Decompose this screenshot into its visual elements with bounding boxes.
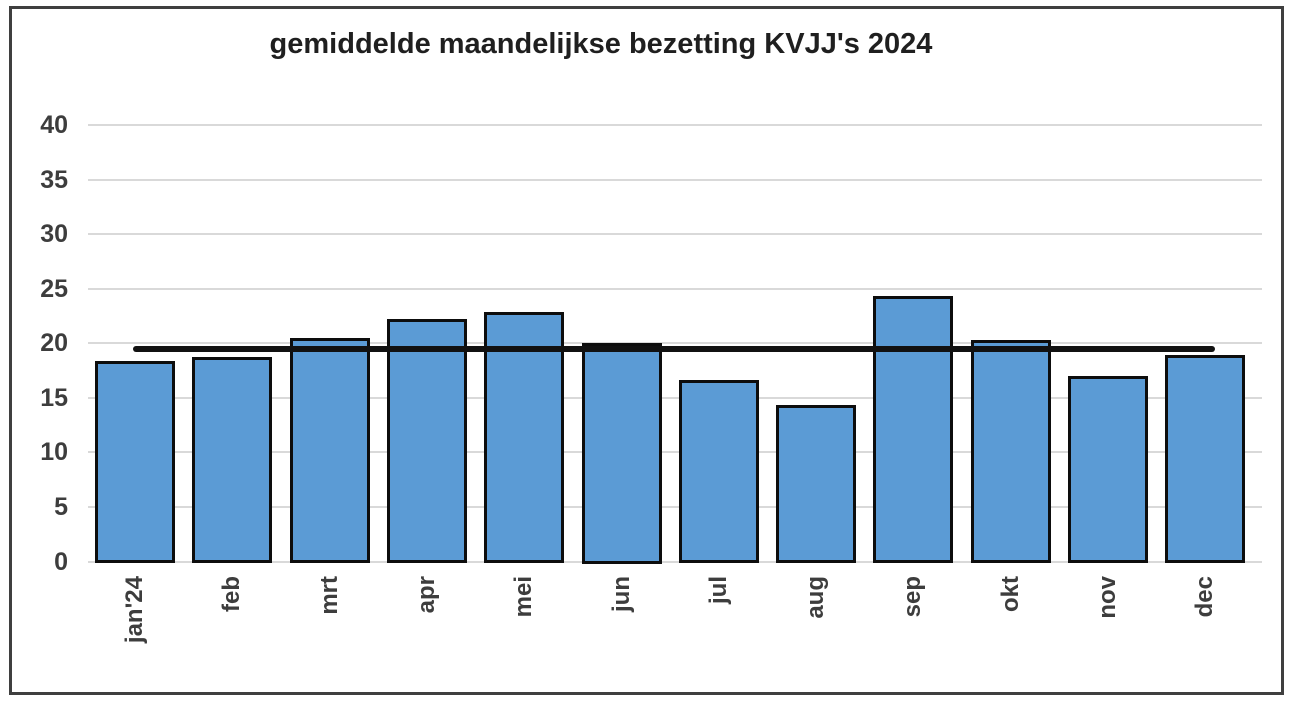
bar-jun: [581, 343, 662, 564]
x-axis-tick-label: jan'24: [121, 576, 148, 644]
y-axis-tick-label: 15: [40, 383, 68, 412]
bar-mrt: [289, 337, 370, 564]
y-axis-tick-label: 40: [40, 111, 68, 139]
y-axis-tick-label: 0: [54, 547, 68, 576]
x-axis-tick-label: sep: [899, 576, 927, 618]
gridline: [88, 505, 1262, 508]
x-axis-tick-label: dec: [1191, 576, 1219, 618]
bar-feb: [192, 357, 273, 564]
y-axis-tick-label: 35: [40, 165, 68, 194]
gridline: [88, 233, 1262, 236]
x-axis-tick-label: nov: [1094, 576, 1121, 619]
x-axis-tick-label: mei: [510, 576, 538, 618]
bar-okt: [970, 339, 1051, 564]
x-axis-tick-label: okt: [996, 576, 1024, 612]
bar-mei: [484, 311, 565, 564]
gridline: [88, 396, 1262, 399]
y-axis-tick-label: 20: [40, 329, 68, 358]
bar-apr: [386, 319, 467, 564]
chart-title: gemiddelde maandelijkse bezetting KVJJ's…: [269, 28, 933, 60]
y-axis-tick-label: 5: [54, 492, 68, 521]
gridline: [88, 560, 1262, 563]
bar-aug: [776, 405, 857, 564]
x-axis-tick-label: mrt: [315, 576, 343, 615]
gridline: [88, 124, 1262, 126]
gridline: [88, 451, 1262, 454]
y-axis-tick-label: 10: [40, 438, 68, 467]
bar-jul: [678, 380, 759, 564]
bar-jan24: [95, 360, 175, 564]
x-axis-tick-label: feb: [218, 576, 246, 612]
x-axis-tick-label: apr: [412, 576, 440, 614]
bar-nov: [1068, 375, 1148, 564]
average-line: [133, 345, 1215, 352]
bar-dec: [1165, 355, 1246, 564]
x-axis-tick-label: jul: [704, 576, 732, 604]
x-axis-tick-label: aug: [802, 576, 830, 619]
x-axis-tick-label: jun: [607, 576, 635, 612]
y-axis-tick-label: 25: [40, 274, 68, 303]
gridline: [88, 287, 1262, 290]
bar-sep: [873, 296, 954, 564]
gridline: [88, 342, 1262, 345]
y-axis-tick-label: 30: [40, 220, 68, 249]
gridline: [88, 178, 1262, 181]
